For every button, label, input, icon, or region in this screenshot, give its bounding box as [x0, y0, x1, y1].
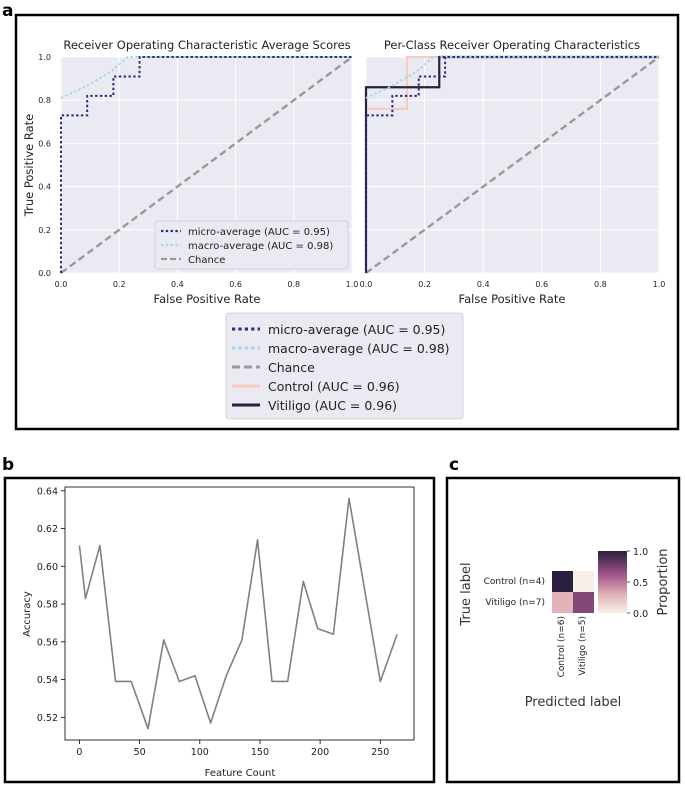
panel-a-letter: a	[2, 1, 13, 21]
roc-class-xtick-label: 0.4	[477, 280, 490, 289]
accuracy-ytick-label: 0.54	[37, 675, 58, 686]
panel-c-letter: c	[449, 455, 459, 475]
accuracy-xtick-label: 50	[134, 747, 146, 758]
accuracy-xtick-label: 100	[191, 747, 209, 758]
accuracy-xtick-label: 200	[311, 747, 329, 758]
roc-avg-xtick-label: 0.6	[229, 280, 242, 289]
colorbar-label: Proportion	[656, 548, 671, 615]
roc-shared-legend: micro-average (AUC = 0.95) macro-average…	[225, 312, 464, 420]
confusion-cell-1-1	[573, 592, 594, 613]
roc-avg-line-macro	[60, 56, 352, 99]
roc-avg-ylabel: True Positive Rate	[22, 114, 36, 217]
roc-class-xtick-label: 0.0	[360, 280, 373, 289]
roc-avg-grid	[60, 56, 353, 274]
roc-avg-title: Receiver Operating Characteristic Averag…	[63, 38, 350, 52]
confusion-cell-1-0	[552, 592, 573, 613]
roc-avg-xtick-label: 0.2	[113, 280, 126, 289]
confusion-cell-0-1	[573, 571, 594, 592]
roc-class-line-macro	[365, 56, 659, 99]
roc-class-line-micro	[365, 56, 659, 273]
roc-class-xtick-label: 0.8	[594, 280, 607, 289]
roc-avg-series	[60, 56, 353, 274]
accuracy-ticks: 0 50 100 150 200 250 0.52 0.54 0.56 0.58 0.60 0.62 0…	[37, 486, 390, 758]
roc-avg-ytick-label: 0.0	[38, 269, 51, 278]
colorbar-tick-label-05: 0.5	[633, 578, 648, 589]
accuracy-chart: 0 50 100 150 200 250 0.52 0.54 0.56 0.58 0.60 0.62 0…	[22, 486, 415, 779]
accuracy-ytick-label: 0.62	[37, 524, 58, 535]
roc-avg-legend-chance-label: Chance	[188, 255, 225, 266]
roc-class-xtick-label: 0.6	[535, 280, 548, 289]
roc-avg-xtick-label: 0.0	[55, 280, 68, 289]
roc-class-chart: 0.0 0.2 0.4 0.6 0.8 1.0 Per-Class Receiver Op…	[360, 38, 666, 306]
confusion-cell-0-0	[552, 571, 573, 592]
roc-shared-legend-box	[225, 312, 464, 420]
accuracy-ylabel: Accuracy	[22, 591, 33, 637]
confusion-chart: Control (n=4) Vitiligo (n=7) Control (n=…	[459, 547, 671, 710]
panel-b-frame	[3, 476, 436, 784]
accuracy-ytick-label: 0.58	[37, 600, 58, 611]
roc-avg-ytick-label: 0.6	[38, 139, 51, 148]
confusion-col-label-0: Control (n=6)	[557, 616, 567, 677]
roc-avg-legend-box	[154, 220, 349, 270]
colorbar-tick-label-1: 1.0	[633, 547, 648, 558]
accuracy-xtick-label: 150	[251, 747, 269, 758]
roc-avg-ytick-label: 0.4	[38, 183, 51, 192]
shared-legend-macro-label: macro-average (AUC = 0.98)	[268, 341, 450, 356]
roc-avg-ticks: 0.0 0.2 0.4 0.6 0.8 1.0 0.0 0.2 0.4 0.6 0.8 1.0	[38, 53, 358, 289]
roc-avg-ytick-label: 1.0	[38, 53, 51, 62]
confusion-xlabel: Predicted label	[525, 695, 622, 710]
roc-avg-xtick-label: 0.4	[171, 280, 184, 289]
panel-a-frame	[14, 13, 680, 431]
accuracy-line	[78, 497, 398, 730]
confusion-row-label-0: Control (n=4)	[484, 577, 545, 587]
roc-class-xtick-label: 0.2	[418, 280, 431, 289]
roc-avg-ytick-label: 0.8	[38, 96, 51, 105]
accuracy-ytick-label: 0.52	[37, 713, 58, 724]
accuracy-series	[78, 497, 398, 730]
accuracy-ytick-label: 0.64	[37, 486, 58, 497]
roc-class-ticks: 0.0 0.2 0.4 0.6 0.8 1.0	[360, 280, 666, 289]
shared-legend-vitiligo-label: Vitiligo (AUC = 0.96)	[268, 398, 397, 413]
shared-legend-micro-label: micro-average (AUC = 0.95)	[268, 322, 445, 337]
roc-avg-legend-macro-label: macro-average (AUC = 0.98)	[188, 241, 333, 252]
roc-class-line-chance	[365, 56, 660, 274]
roc-class-series	[364, 55, 660, 274]
confusion-row-label-1: Vitiligo (n=7)	[485, 598, 545, 608]
accuracy-ytick-label: 0.56	[37, 637, 58, 648]
accuracy-xtick-label: 250	[371, 747, 389, 758]
roc-avg-chart: 0.0 0.2 0.4 0.6 0.8 1.0 0.0 0.2 0.4 0.6 0.8 1.0 Rec…	[22, 38, 358, 306]
confusion-ylabel: True label	[459, 562, 474, 626]
roc-avg-ytick-label: 0.2	[38, 226, 51, 235]
roc-class-xlabel: False Positive Rate	[459, 292, 566, 306]
colorbar-tick-label-0: 0.0	[633, 609, 648, 620]
roc-avg-xtick-label: 1.0	[346, 280, 359, 289]
accuracy-xtick-label: 0	[76, 747, 82, 758]
roc-avg-xtick-label: 0.8	[287, 280, 300, 289]
roc-class-title: Per-Class Receiver Operating Characteris…	[384, 38, 640, 52]
roc-class-xtick-label: 1.0	[653, 280, 666, 289]
shared-legend-control-label: Control (AUC = 0.96)	[268, 379, 400, 394]
accuracy-ytick-label: 0.60	[37, 562, 58, 573]
panel-b-letter: b	[2, 455, 14, 475]
roc-avg-line-micro	[60, 56, 352, 273]
confusion-colorbar	[598, 551, 627, 613]
roc-avg-legend-micro-label: micro-average (AUC = 0.95)	[188, 227, 330, 238]
shared-legend-chance-label: Chance	[268, 360, 315, 375]
roc-avg-legend: micro-average (AUC = 0.95) macro-average…	[154, 220, 349, 270]
confusion-col-label-1: Vitiligo (n=5)	[578, 616, 588, 676]
accuracy-xlabel: Feature Count	[205, 768, 276, 779]
roc-avg-xlabel: False Positive Rate	[154, 292, 261, 306]
panel-c-frame	[445, 476, 681, 784]
confusion-cells	[552, 571, 594, 613]
accuracy-plot-area	[64, 486, 415, 741]
roc-avg-line-chance	[60, 56, 353, 274]
